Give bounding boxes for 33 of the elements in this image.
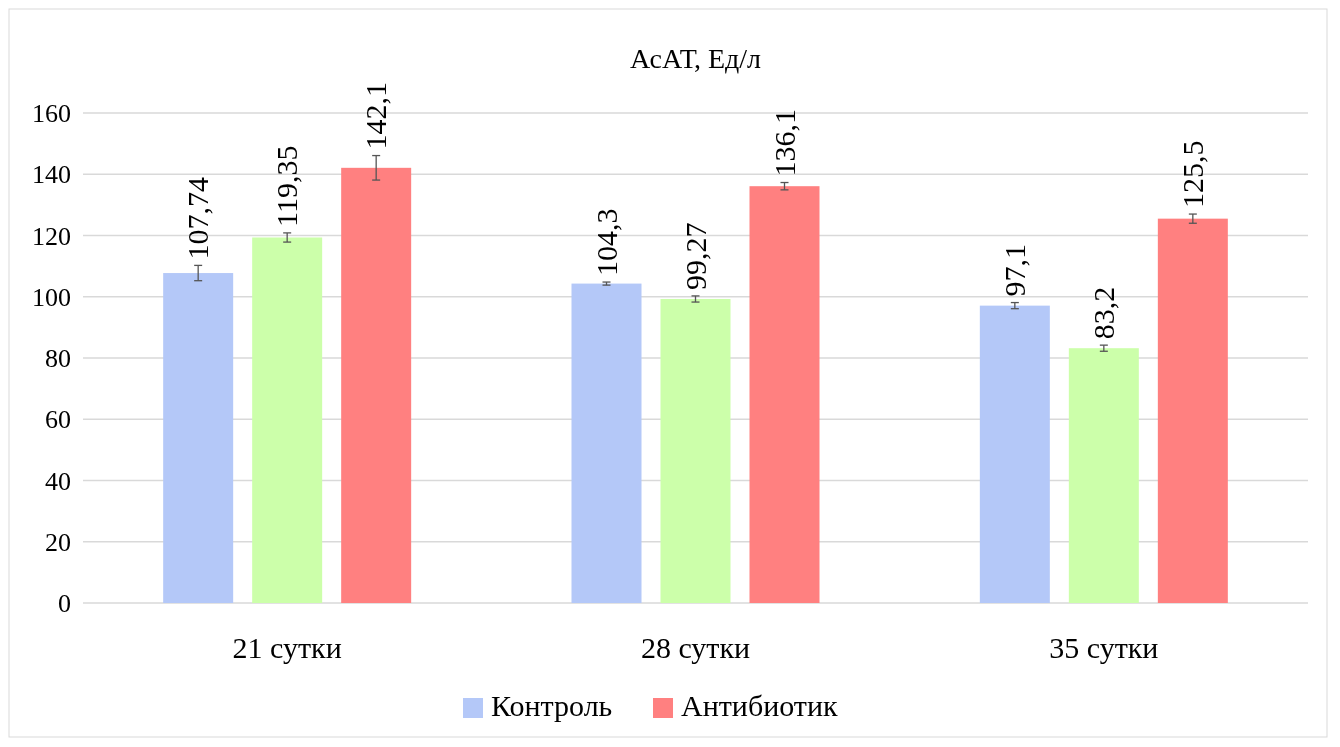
y-tick-label: 160 bbox=[32, 99, 71, 129]
data-label: 99,27 bbox=[678, 222, 712, 290]
y-tick-label: 80 bbox=[45, 344, 71, 374]
data-label: 107,74 bbox=[181, 176, 215, 260]
legend-label: Антибиотик bbox=[681, 689, 838, 722]
data-label: 104,3 bbox=[589, 208, 623, 277]
data-label: 97,1 bbox=[997, 244, 1031, 297]
y-tick-label: 40 bbox=[45, 466, 71, 496]
bar bbox=[1157, 218, 1228, 603]
y-tick-label: 100 bbox=[32, 282, 71, 312]
y-tick-label: 0 bbox=[58, 589, 71, 619]
bar bbox=[660, 298, 731, 603]
x-tick-label: 21 сутки bbox=[232, 631, 342, 664]
data-label: 83,2 bbox=[1086, 286, 1120, 340]
data-label: 142,1 bbox=[359, 82, 393, 150]
bar bbox=[341, 167, 412, 603]
bar bbox=[1068, 348, 1139, 603]
bar bbox=[163, 273, 234, 603]
data-label: 119,35 bbox=[270, 145, 304, 227]
bar bbox=[252, 237, 323, 603]
data-label: 136,1 bbox=[767, 109, 801, 177]
bar bbox=[571, 283, 642, 603]
y-tick-label: 20 bbox=[45, 527, 71, 557]
x-tick-label: 28 сутки bbox=[640, 631, 751, 664]
y-tick-label: 120 bbox=[32, 221, 71, 251]
x-tick-label: 35 сутки bbox=[1049, 631, 1159, 664]
y-tick-label: 140 bbox=[32, 160, 71, 190]
data-label: 125,5 bbox=[1175, 140, 1209, 209]
bar bbox=[749, 186, 820, 603]
bar bbox=[979, 305, 1050, 603]
y-tick-label: 60 bbox=[45, 405, 71, 435]
legend-label: Контроль bbox=[491, 689, 613, 722]
chart-title: АсАТ, Ед/л bbox=[629, 43, 762, 74]
